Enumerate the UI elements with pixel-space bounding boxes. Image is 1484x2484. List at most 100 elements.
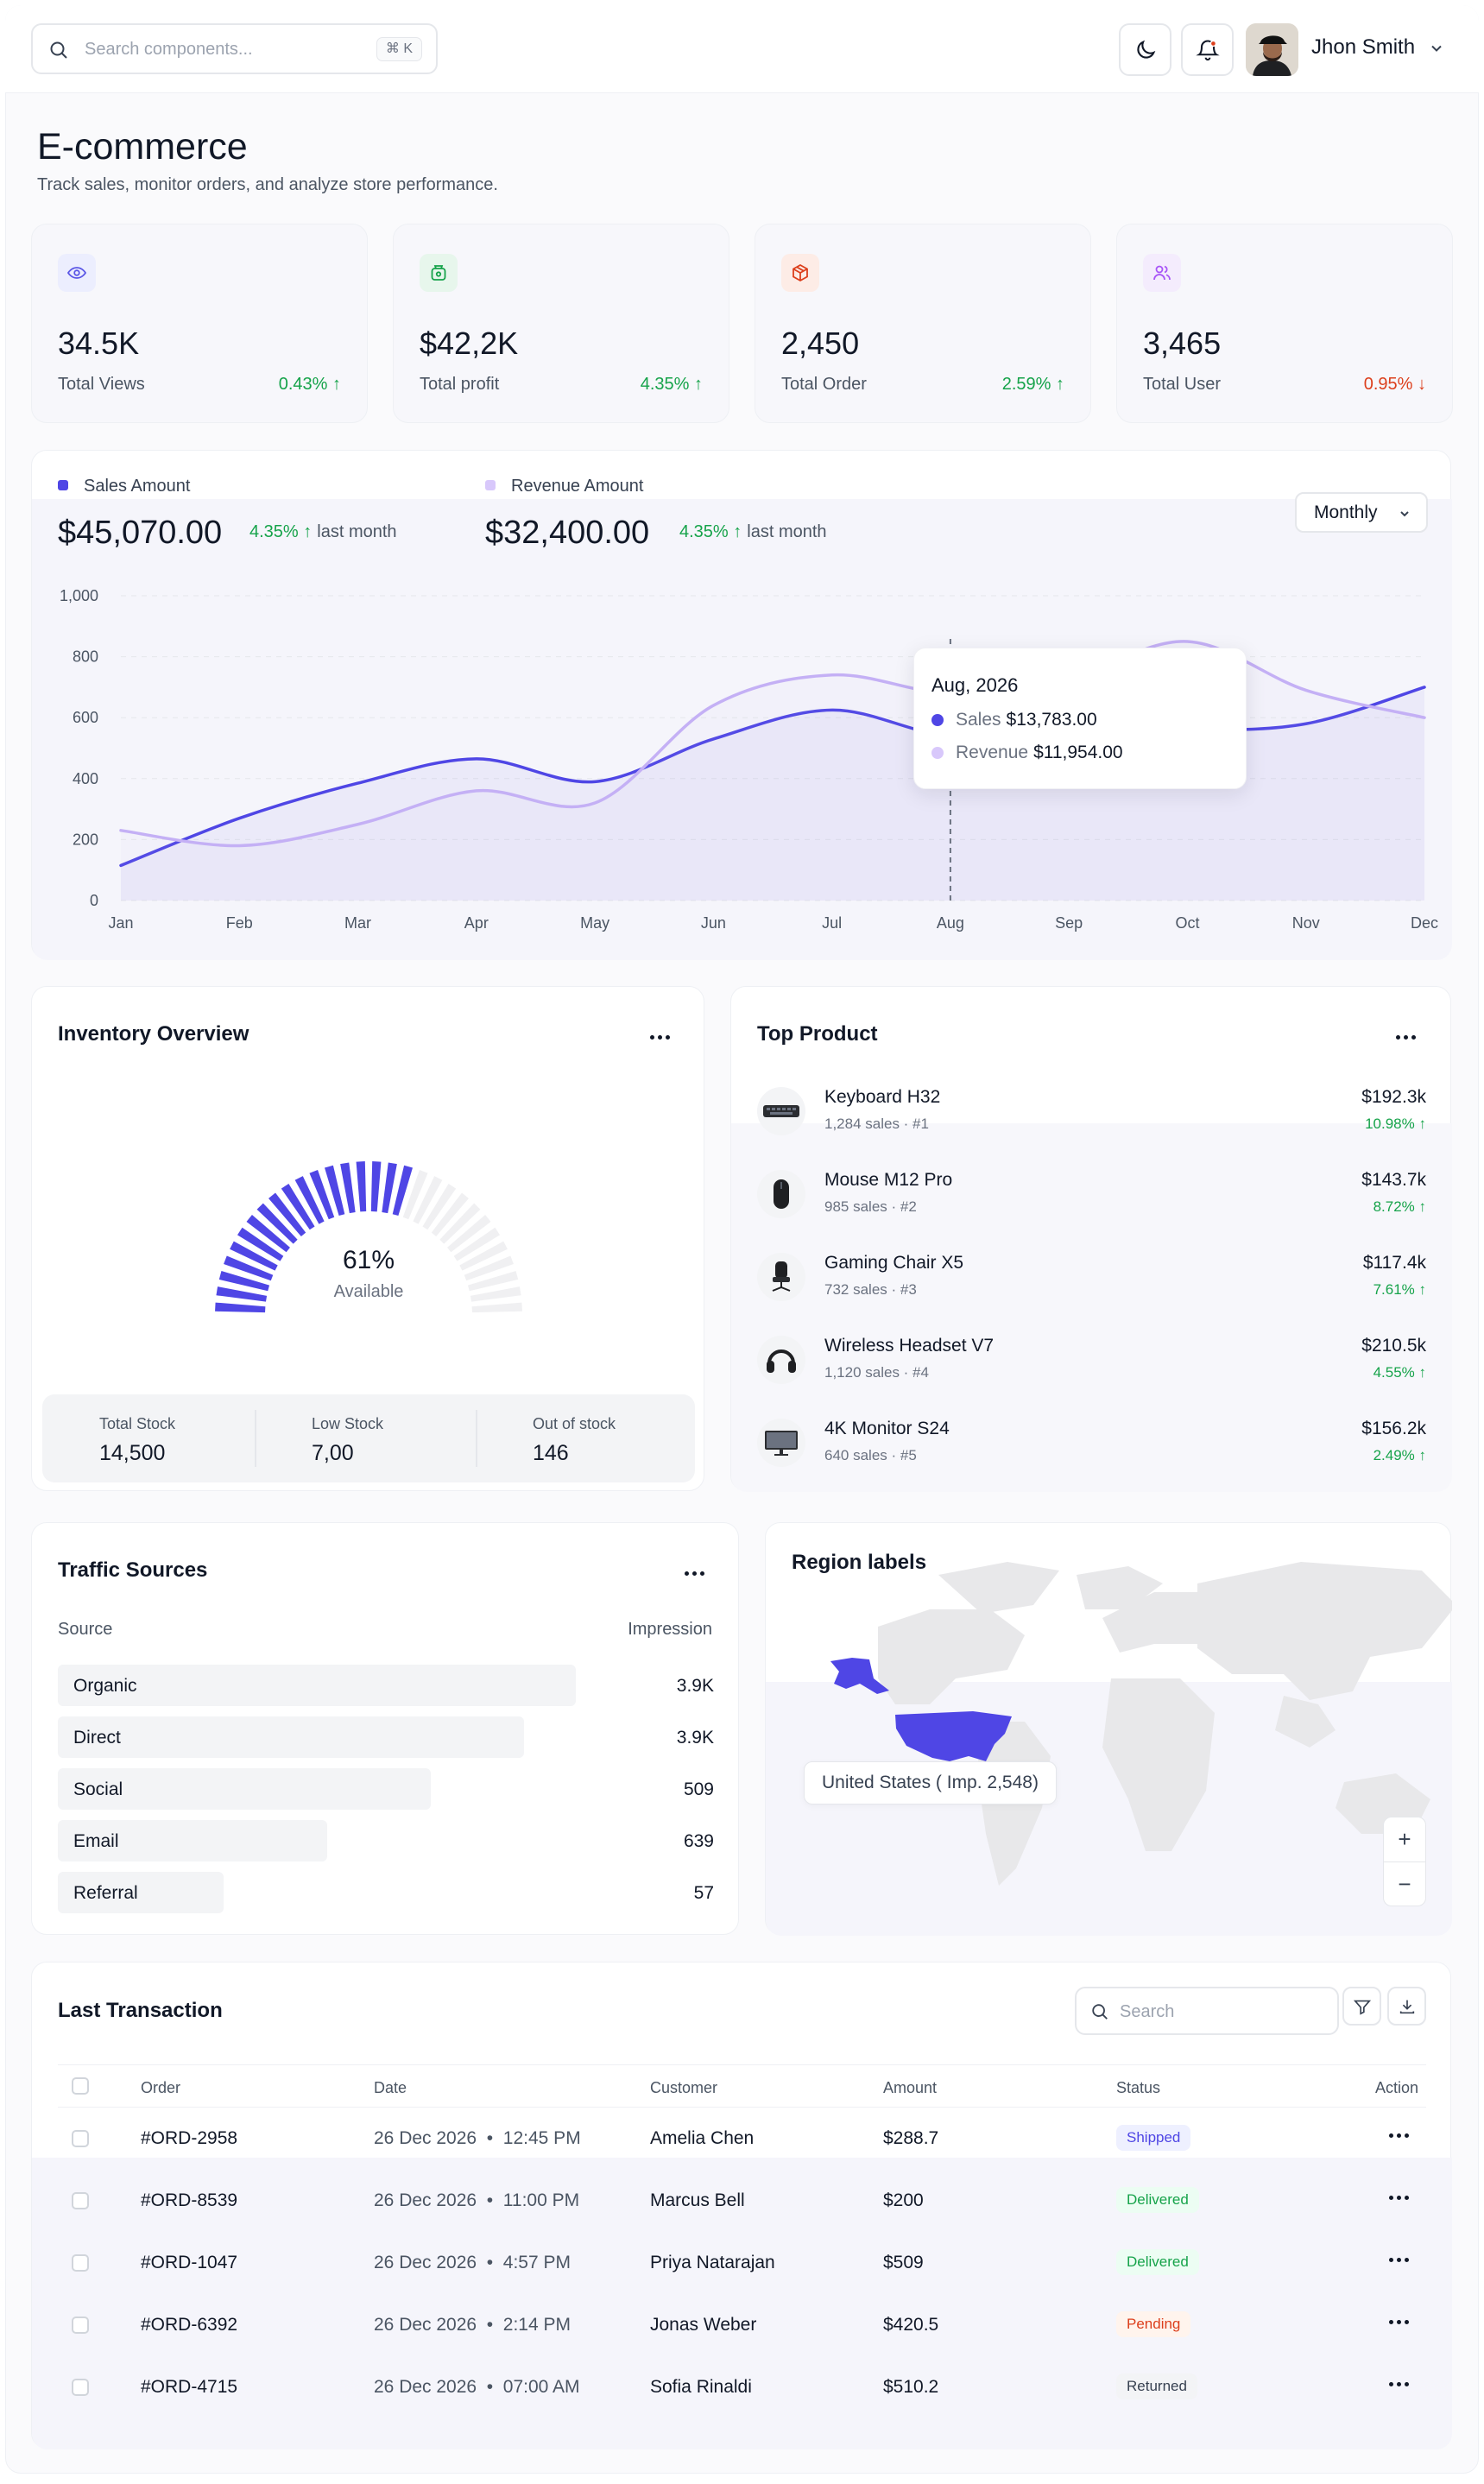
more-options-icon[interactable] [648, 1022, 672, 1049]
page-subtitle: Track sales, monitor orders, and analyze… [37, 175, 498, 194]
low-stock: Low Stock 7,00 [312, 1415, 384, 1465]
x-tick-label: Dec [1411, 914, 1438, 932]
chevron-down-icon [1400, 511, 1409, 517]
money-bag-icon [420, 254, 458, 292]
filter-icon [1353, 2000, 1371, 2015]
table-row[interactable]: #ORD-8539 26 Dec 2026 • 11:00 PM Marcus Be… [58, 2170, 1426, 2232]
row-actions-icon[interactable] [1387, 2377, 1411, 2392]
stat-label: Total User [1143, 375, 1222, 394]
arrow-up-icon: ↑ [332, 375, 341, 394]
gauge-segment [246, 1215, 290, 1253]
card-title: Last Transaction [58, 1999, 223, 2022]
traffic-row[interactable]: Email 639 [58, 1820, 714, 1861]
order-id: #ORD-1047 [141, 2253, 238, 2272]
zoom-in-button[interactable]: + [1398, 1826, 1411, 1852]
table-row[interactable]: #ORD-4715 26 Dec 2026 • 07:00 AM Sofia Rin… [58, 2356, 1426, 2418]
more-options-icon[interactable] [1394, 1022, 1418, 1049]
order-date: 26 Dec 2026 • 12:45 PM [374, 2128, 581, 2148]
row-checkbox[interactable] [72, 2379, 89, 2396]
row-checkbox[interactable] [72, 2317, 89, 2334]
row-actions-icon[interactable] [1387, 2253, 1411, 2268]
zoom-out-button[interactable]: − [1384, 1861, 1425, 1906]
column-header-impression: Impression [628, 1620, 712, 1639]
stat-card-orders: 2,450 Total Order 2.59% ↑ [755, 224, 1091, 423]
traffic-bar [58, 1872, 224, 1913]
more-options-icon[interactable] [683, 1558, 706, 1585]
global-search-input[interactable]: Search components... ⌘ K [31, 23, 438, 74]
table-row[interactable]: #ORD-6392 26 Dec 2026 • 2:14 PM Jonas Webe… [58, 2294, 1426, 2356]
world-map[interactable] [766, 1523, 1452, 1936]
gauge-segment [340, 1162, 356, 1214]
row-checkbox[interactable] [72, 2254, 89, 2272]
table-background [32, 2158, 1452, 2449]
list-item[interactable]: Wireless Headset V7 1,120 sales · #4 $21… [731, 1322, 1452, 1405]
row-actions-icon[interactable] [1387, 2190, 1411, 2206]
list-item[interactable]: 4K Monitor S24 640 sales · #5 $156.2k 2.… [731, 1405, 1452, 1488]
table-row[interactable]: #ORD-2958 26 Dec 2026 • 12:45 PM Amelia Ch… [58, 2108, 1426, 2170]
united-states-highlight [895, 1711, 1012, 1761]
traffic-source-label: Email [73, 1831, 119, 1851]
gauge-segment [467, 1270, 519, 1292]
chair-icon [757, 1253, 805, 1301]
stat-label: Total Order [781, 375, 867, 394]
y-tick-label: 0 [90, 892, 98, 909]
x-tick-label: Jan [108, 914, 133, 932]
box-icon [781, 254, 819, 292]
gauge-segment [402, 1170, 428, 1220]
row-checkbox[interactable] [72, 2130, 89, 2147]
filter-button[interactable] [1342, 1987, 1381, 2026]
list-item[interactable]: Keyboard H32 1,284 sales · #1 $192.3k 10… [731, 1073, 1452, 1156]
inventory-gauge [215, 1161, 522, 1313]
traffic-row[interactable]: Organic 3.9K [58, 1665, 714, 1706]
amount: $420.5 [883, 2315, 939, 2335]
row-actions-icon[interactable] [1387, 2128, 1411, 2144]
chevron-down-icon[interactable] [1428, 40, 1445, 57]
traffic-row[interactable]: Referral 57 [58, 1872, 714, 1913]
row-actions-icon[interactable] [1387, 2315, 1411, 2330]
gauge-segment [324, 1165, 345, 1217]
table-row[interactable]: #ORD-1047 26 Dec 2026 • 4:57 PM Priya Nata… [58, 2232, 1426, 2294]
select-all-checkbox[interactable] [72, 2077, 89, 2095]
legend-sales[interactable]: Sales Amount [58, 477, 190, 496]
traffic-source-label: Organic [73, 1676, 137, 1696]
gauge-segment [281, 1183, 315, 1230]
tooltip-title: Aug, 2026 [931, 674, 1019, 696]
user-name[interactable]: Jhon Smith [1311, 35, 1416, 59]
divider [476, 1410, 477, 1467]
period-select[interactable]: Monthly [1295, 492, 1428, 533]
gauge-segment [218, 1270, 270, 1292]
gauge-segment [215, 1302, 266, 1313]
download-icon [1399, 2000, 1414, 2013]
customer-name: Jonas Weber [650, 2315, 757, 2335]
traffic-bar [58, 1665, 576, 1706]
traffic-impression-value: 3.9K [676, 1676, 714, 1696]
transaction-search-input[interactable]: Search [1075, 1987, 1339, 2035]
gauge-segment [294, 1176, 325, 1224]
traffic-bar [58, 1820, 327, 1861]
stat-change: 4.35% ↑ [640, 375, 703, 394]
avatar[interactable] [1246, 23, 1298, 76]
stat-card-views: 34.5K Total Views 0.43% ↑ [31, 224, 368, 423]
x-tick-label: Oct [1175, 914, 1199, 932]
stat-card-profit: $42,2K Total profit 4.35% ↑ [393, 224, 729, 423]
stat-value: 2,450 [781, 326, 860, 361]
stat-label: Total profit [420, 375, 500, 394]
order-id: #ORD-8539 [141, 2190, 238, 2210]
theme-toggle-button[interactable] [1119, 23, 1171, 76]
status-badge: Shipped [1116, 2125, 1191, 2151]
list-item[interactable]: Mouse M12 Pro 985 sales · #2 $143.7k 8.7… [731, 1156, 1452, 1239]
traffic-row[interactable]: Social 509 [58, 1768, 714, 1810]
download-button[interactable] [1387, 1987, 1426, 2026]
legend-revenue[interactable]: Revenue Amount [485, 477, 643, 496]
status-badge: Pending [1116, 2311, 1191, 2337]
notifications-button[interactable] [1181, 23, 1234, 76]
traffic-row[interactable]: Direct 3.9K [58, 1716, 714, 1758]
keyboard-icon [757, 1087, 805, 1135]
region-map-card: Region labels United States ( Imp. 2,548… [765, 1522, 1452, 1936]
x-tick-label: Apr [464, 914, 489, 932]
gauge-percent: 61% [342, 1246, 395, 1274]
stat-change: 0.43% ↑ [278, 375, 341, 394]
stat-value: $42,2K [420, 326, 519, 361]
row-checkbox[interactable] [72, 2192, 89, 2209]
list-item[interactable]: Gaming Chair X5 732 sales · #3 $117.4k 7… [731, 1239, 1452, 1322]
